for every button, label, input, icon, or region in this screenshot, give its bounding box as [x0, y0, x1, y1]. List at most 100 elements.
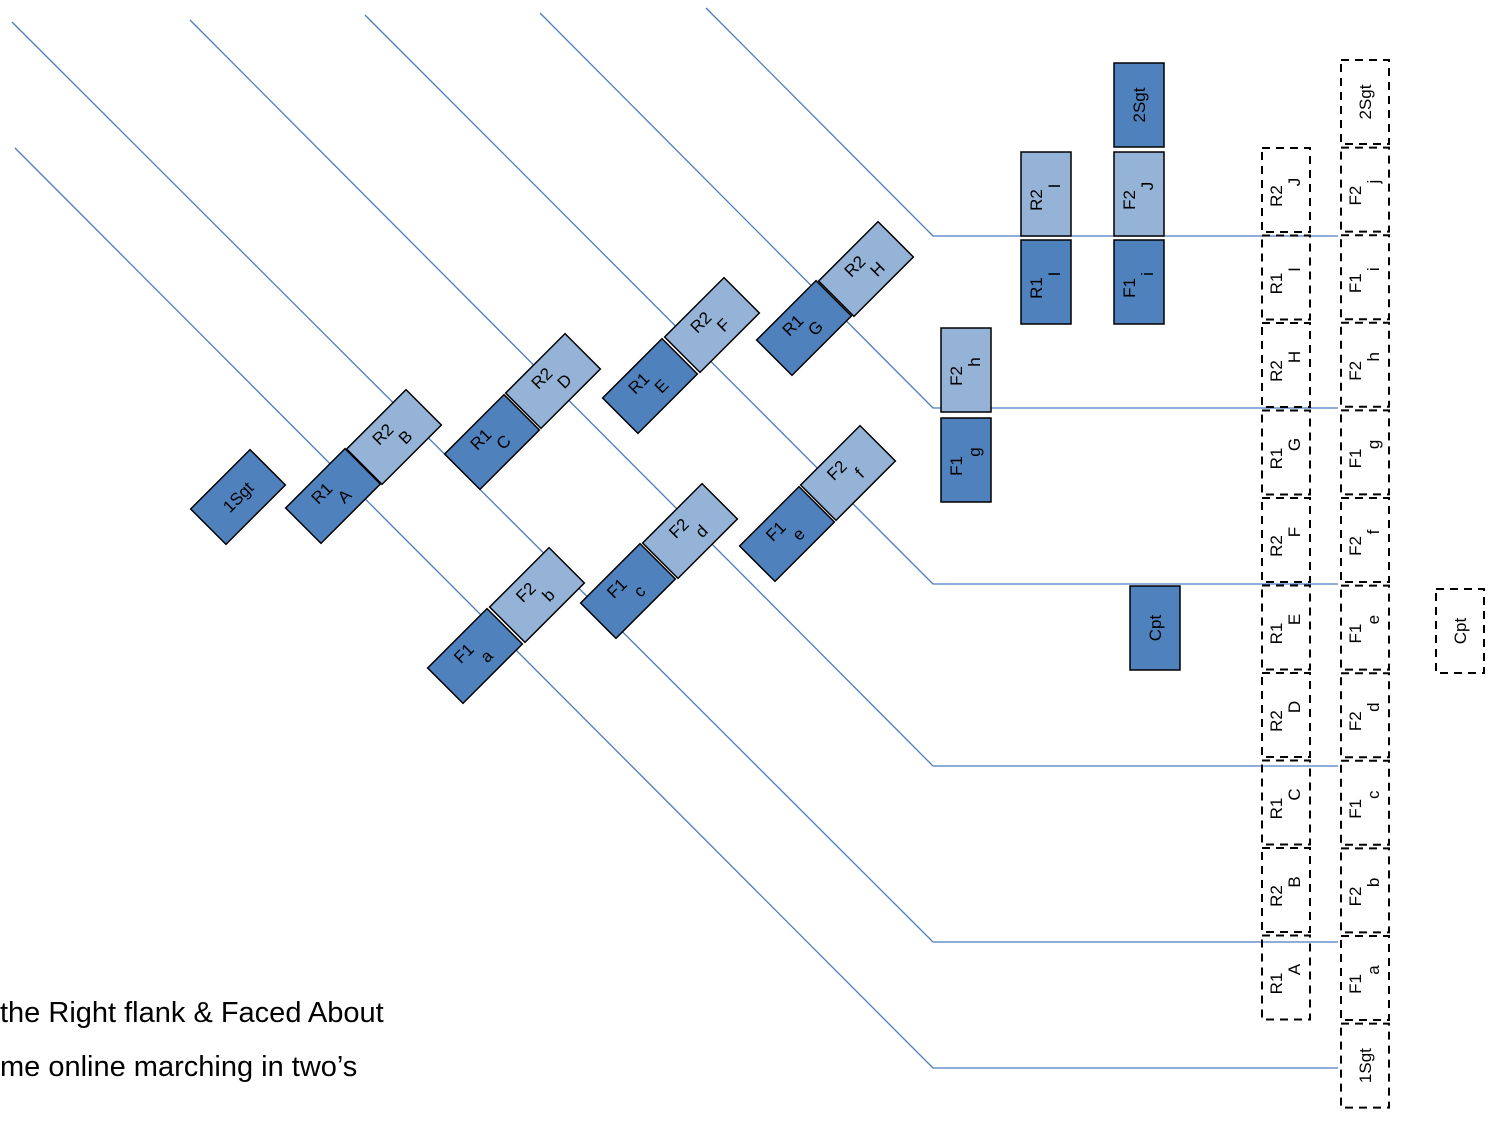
block-letter-label: A	[1285, 963, 1304, 975]
soldier-block: F2h	[1340, 321, 1390, 408]
soldier-block-shape	[488, 546, 586, 644]
block-letter-label: b	[1364, 878, 1383, 887]
block-letter-label: H	[1285, 351, 1304, 363]
block-letter-label: c	[1364, 790, 1383, 799]
soldier-block: F1 i	[1340, 234, 1390, 321]
soldier-block-shape	[1020, 239, 1072, 325]
block-letter-label: E	[1285, 614, 1304, 625]
march-path-line	[364, 14, 1338, 585]
soldier-block-shape	[1129, 585, 1181, 671]
soldier-block: R2F	[663, 276, 761, 374]
block-letter-label: g	[965, 447, 984, 456]
soldier-block: R2D	[1261, 672, 1311, 758]
soldier-block: F1e	[1340, 584, 1390, 671]
soldier-block: F2d	[641, 482, 739, 580]
soldier-block-shape	[738, 485, 836, 583]
soldier-block-shape	[1261, 759, 1311, 846]
soldier-block-shape	[1435, 588, 1485, 674]
soldier-block-shape	[579, 542, 677, 640]
soldier-block-shape	[1261, 409, 1311, 496]
soldier-block-shape	[1340, 59, 1390, 145]
soldier-block-shape	[1340, 759, 1390, 846]
block-rank-label: R2	[1267, 710, 1286, 732]
soldier-block: F2h	[940, 327, 992, 413]
soldier-block-shape	[1261, 934, 1311, 1021]
soldier-block-shape	[1113, 62, 1165, 148]
block-letter-label: i	[1364, 267, 1383, 271]
soldier-block: F2d	[1340, 672, 1390, 759]
soldier-block-shape	[1113, 151, 1165, 237]
soldier-block-shape	[1340, 584, 1390, 671]
soldier-block-shape	[504, 332, 602, 430]
block-letter-label: I	[1285, 267, 1304, 272]
soldier-block: F2f	[1340, 497, 1390, 583]
block-letter-label: a	[1364, 965, 1383, 975]
soldier-block-shape	[1340, 847, 1390, 934]
block-rank-label: R2	[1267, 535, 1286, 557]
soldier-block: 1Sgt	[189, 448, 287, 546]
block-letter-label: D	[1285, 701, 1304, 713]
block-rank-label: F1	[1346, 974, 1365, 994]
block-letter-label: d	[1364, 702, 1383, 711]
soldier-block-shape	[189, 448, 287, 546]
soldier-block-shape	[426, 607, 524, 705]
block-letter-label: J	[1285, 178, 1304, 187]
block-letter-label: G	[1285, 438, 1304, 451]
block-letter-label: I	[1045, 272, 1064, 277]
soldier-block-shape	[1340, 146, 1390, 233]
soldier-block-shape	[345, 388, 443, 486]
march-path-lines	[11, 7, 1338, 1069]
block-letter-label: J	[1138, 182, 1157, 191]
soldier-block: R2F	[1261, 497, 1311, 583]
soldier-block: F1g	[1340, 409, 1390, 496]
block-rank-label: Cpt	[1146, 615, 1165, 642]
soldier-block: 1Sgt	[1340, 1022, 1390, 1109]
soldier-block: R1I	[1020, 239, 1072, 325]
block-rank-label: 1Sgt	[1356, 1048, 1375, 1083]
soldier-block: R1E	[1261, 584, 1311, 671]
block-letter-label: g	[1364, 440, 1383, 449]
soldier-block-shape	[799, 424, 897, 522]
soldier-block-shape	[1340, 672, 1390, 759]
march-path-line	[705, 7, 1338, 237]
soldier-block-shape	[1340, 497, 1390, 583]
soldier-block: R2D	[504, 332, 602, 430]
soldier-block-shape	[940, 417, 992, 503]
soldier-block-shape	[601, 337, 699, 435]
soldier-block: R2B	[345, 388, 443, 486]
soldier-block: Cpt	[1435, 588, 1485, 674]
block-letter-label: j	[1364, 180, 1383, 185]
soldier-block-shape	[1340, 1022, 1390, 1109]
block-rank-label: R2	[1267, 185, 1286, 207]
soldier-block-shape	[1261, 147, 1311, 233]
soldier-block-shape	[1113, 239, 1165, 325]
soldier-block-shape	[1261, 497, 1311, 583]
soldier-block: F2j	[1340, 146, 1390, 233]
block-letter-label: h	[965, 357, 984, 366]
block-rank-label: F2	[1346, 361, 1365, 381]
march-path-line	[11, 21, 1338, 943]
soldier-block-shape	[443, 393, 541, 491]
soldier-block-shape	[641, 482, 739, 580]
block-rank-label: R1	[1027, 277, 1046, 299]
march-path-line	[189, 19, 1338, 767]
soldier-block: R2H	[1261, 322, 1311, 408]
block-rank-label: F1	[1346, 273, 1365, 293]
march-path-line	[14, 147, 1338, 1069]
soldier-block: F1e	[738, 485, 836, 583]
block-rank-label: F1	[1346, 624, 1365, 644]
block-rank-label: R1	[1267, 623, 1286, 645]
soldier-block-shape	[1261, 584, 1311, 671]
block-rank-label: F2	[1346, 886, 1365, 906]
soldier-block-shape	[1261, 847, 1311, 933]
soldier-block: F1a	[1340, 935, 1390, 1021]
soldier-block-shape	[1340, 234, 1390, 321]
block-rank-label: R1	[1267, 273, 1286, 295]
soldier-block: F2b	[1340, 847, 1390, 934]
block-letter-label: f	[1364, 529, 1383, 534]
